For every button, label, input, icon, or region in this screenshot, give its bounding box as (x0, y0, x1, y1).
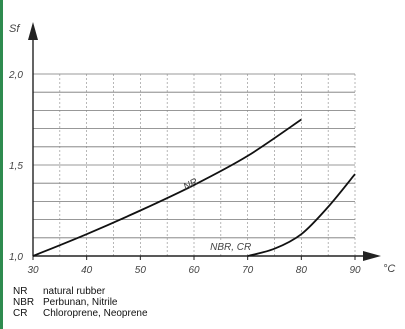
legend-text: natural rubber (43, 286, 105, 297)
x-tick-label: 30 (27, 265, 39, 276)
x-tick-label: 70 (242, 265, 254, 276)
y-tick-label: 1,5 (9, 161, 23, 172)
series-label-nbr-cr: NBR, CR (210, 242, 251, 253)
x-tick-label: 90 (349, 265, 361, 276)
legend-row-nbr: NBR Perbunan, Nitrile (13, 297, 148, 308)
x-tick-label: 80 (296, 265, 308, 276)
x-axis-label: °C (383, 263, 395, 275)
x-tick-label: 40 (81, 265, 93, 276)
legend-abbr: NR (13, 286, 43, 297)
y-tick-label: 1,0 (9, 252, 23, 263)
x-axis-arrow (363, 251, 381, 261)
x-tick-label: 60 (188, 265, 200, 276)
legend-abbr: NBR (13, 297, 43, 308)
y-axis-arrow (28, 22, 38, 40)
legend-text: Chloroprene, Neoprene (43, 308, 148, 319)
legend-text: Perbunan, Nitrile (43, 297, 117, 308)
y-tick-label: 2,0 (8, 70, 23, 81)
y-axis-label: Sf (9, 23, 20, 35)
legend-row-cr: CR Chloroprene, Neoprene (13, 308, 148, 319)
legend-abbr: CR (13, 308, 43, 319)
x-tick-label: 50 (135, 265, 147, 276)
chart-legend: NR natural rubber NBR Perbunan, Nitrile CR… (13, 286, 148, 319)
legend-row-nr: NR natural rubber (13, 286, 148, 297)
